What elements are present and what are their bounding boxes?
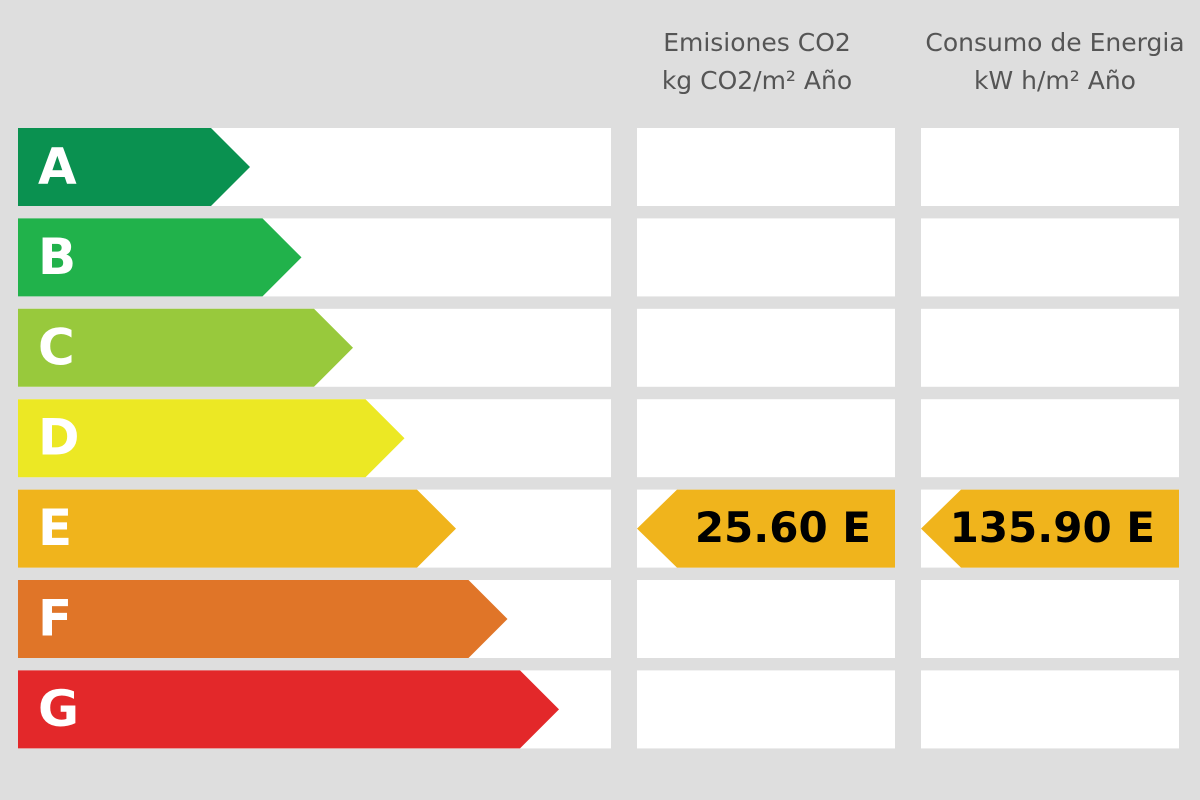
header-line: kW h/m² Año: [974, 66, 1136, 95]
rating-arrow: [18, 308, 353, 387]
cell: [637, 218, 895, 297]
rating-letter: F: [38, 590, 72, 648]
indicator-label: 135.90 E: [950, 503, 1155, 552]
rating-arrow: [18, 399, 405, 478]
cell: [637, 128, 895, 206]
cell: [637, 399, 895, 478]
header-line: Emisiones CO2: [663, 28, 851, 57]
rating-arrow: [18, 128, 250, 206]
cell: [921, 218, 1179, 297]
cell: [637, 308, 895, 387]
rating-letter: B: [38, 228, 76, 286]
indicator-arrow: [637, 489, 895, 568]
rating-letter: C: [38, 318, 75, 376]
indicator-label: 25.60 E: [695, 503, 871, 552]
cell: [921, 670, 1179, 749]
rating-letter: A: [38, 138, 77, 196]
cell: [921, 399, 1179, 478]
rating-arrow: [18, 580, 508, 658]
rating-arrow: [18, 489, 456, 568]
cell: [637, 580, 895, 658]
header-line: kg CO2/m² Año: [662, 66, 852, 95]
rating-letter: D: [38, 409, 80, 467]
rating-arrow: [18, 218, 302, 297]
rating-letter: G: [38, 680, 79, 738]
rating-letter: E: [38, 499, 72, 557]
header-line: Consumo de Energia: [925, 28, 1184, 57]
cell: [921, 308, 1179, 387]
rating-arrow: [18, 670, 559, 749]
cell: [921, 128, 1179, 206]
indicator-arrow: [921, 489, 1179, 568]
cell: [921, 580, 1179, 658]
cell: [637, 670, 895, 749]
